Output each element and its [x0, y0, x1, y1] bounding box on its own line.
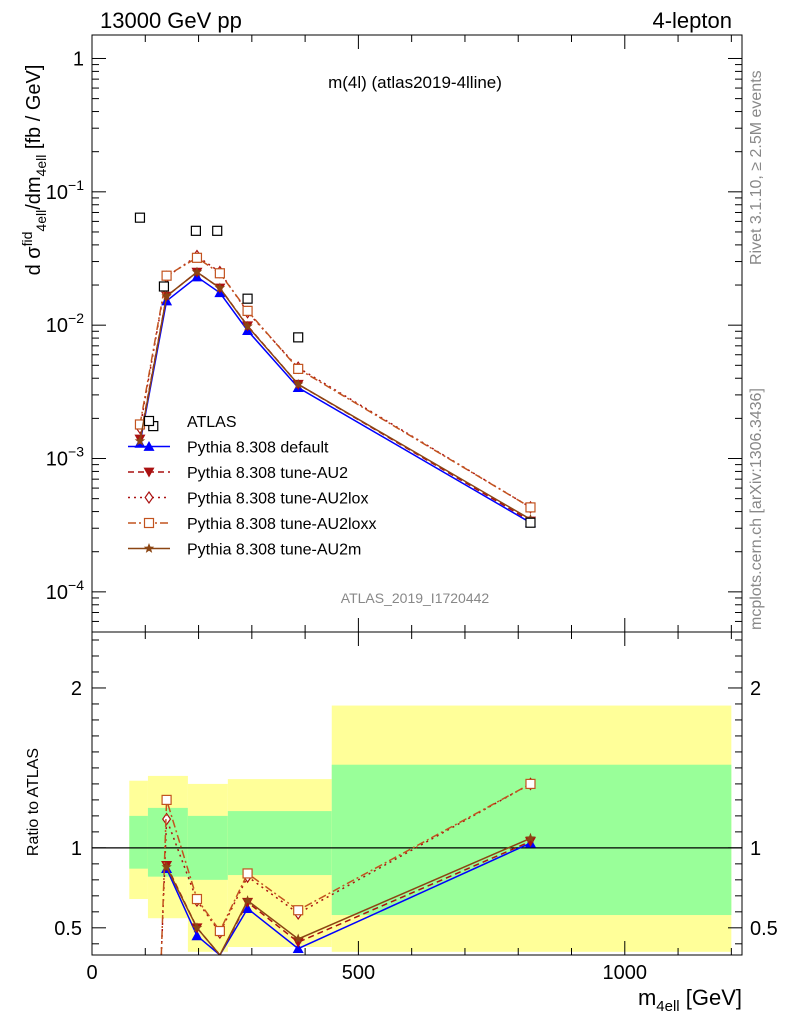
ylabel-main: d σfid​4ell​/dm4ell​ [fb / GeV]	[19, 65, 49, 276]
ratio-point-au2m	[293, 933, 304, 944]
ylabel-ratio: Ratio to ATLAS	[25, 748, 42, 856]
xlabel: m4ell [GeV]	[638, 985, 742, 1015]
ratio-frame	[91, 631, 743, 956]
point-au2m	[293, 378, 304, 389]
data-point	[525, 517, 536, 528]
axes: 1 10−1 10−2 10−3 10−4 0.5 0.5 1 1 2 2 0 500 1000	[46, 34, 778, 984]
point-au2m	[161, 290, 172, 301]
data-point	[212, 225, 223, 236]
point-au2loxx	[191, 252, 203, 263]
rivet-label: Rivet 3.1.10, ≥ 2.5M events	[748, 70, 765, 265]
legend-marker-atlas	[143, 415, 155, 427]
legend-marker-au2loxx	[143, 517, 155, 529]
point-au2loxx	[161, 270, 172, 281]
ratio-point-au2loxx	[242, 868, 253, 879]
ratio-y-tick-label: 1	[71, 838, 82, 860]
header-left: 13000 GeV pp	[100, 8, 242, 33]
point-au2m	[191, 266, 203, 277]
analysis-id: ATLAS_2019_I1720442	[341, 590, 490, 606]
ratio-point-au2loxx	[214, 925, 225, 937]
ratio-point-au2	[292, 937, 304, 948]
x-tick-label: 0	[86, 962, 97, 984]
ratio-y-tick-label: 0.5	[54, 918, 82, 940]
ratio-point-au2loxx	[525, 778, 536, 790]
legend-label-au2: Pythia 8.308 tune-AU2	[187, 465, 348, 482]
point-au2loxx	[242, 305, 253, 316]
ratio-line-au2m	[165, 837, 531, 955]
point-au2m	[134, 435, 146, 446]
legend: ATLAS Pythia 8.308 default Pythia 8.308 tu…	[128, 414, 376, 559]
y-tick-label: 10−3	[46, 444, 84, 471]
main-series	[134, 212, 536, 528]
data-point	[158, 281, 170, 292]
data-point	[242, 293, 253, 304]
x-tick-label: 1000	[603, 962, 648, 984]
ratio-point-au2m	[161, 861, 172, 872]
ratio-point-au2loxx	[191, 893, 203, 905]
legend-marker-au2	[143, 467, 155, 478]
ratio-point-default	[292, 943, 304, 954]
ratio-point-au2lox	[162, 812, 172, 826]
y-tick-label: 10−2	[46, 310, 84, 337]
ratio-point-au2m	[191, 922, 203, 933]
legend-label-au2loxx: Pythia 8.308 tune-AU2loxx	[187, 516, 376, 533]
data-point	[190, 225, 201, 236]
legend-marker-default	[143, 441, 155, 451]
legend-marker-au2lox	[144, 490, 154, 505]
y-tick-label: 10−1	[46, 177, 84, 204]
ratio-point-au2m	[525, 832, 536, 843]
band-inner	[129, 815, 148, 869]
legend-label-atlas: ATLAS	[187, 414, 237, 431]
legend-marker-au2m	[143, 543, 155, 553]
ratio-y-tick-label-right: 2	[750, 678, 761, 700]
legend-label-au2m: Pythia 8.308 tune-AU2m	[187, 542, 361, 559]
point-au2m	[214, 282, 226, 293]
ratio-point-default	[191, 930, 203, 941]
ratio-point-au2loxx	[293, 905, 304, 916]
point-au2m	[242, 320, 253, 331]
ratio-series	[160, 777, 536, 955]
point-au2loxx	[525, 502, 536, 513]
legend-label-au2lox: Pythia 8.308 tune-AU2lox	[187, 491, 368, 508]
ratio-y-tick-label-right: 0.5	[750, 918, 778, 940]
ratio-y-tick-label: 2	[71, 678, 82, 700]
x-tick-label: 500	[342, 962, 375, 984]
y-tick-label: 10−4	[46, 577, 84, 604]
ratio-y-tick-label-right: 1	[750, 838, 761, 860]
plot-title: m(4l) (atlas2019-4lline)	[328, 73, 502, 92]
ratio-point-au2loxx	[161, 794, 172, 805]
line-au2m	[139, 271, 531, 520]
point-au2loxx	[214, 268, 225, 279]
header-right: 4-lepton	[652, 8, 732, 33]
data-point	[134, 212, 146, 223]
ratio-point-default	[242, 903, 254, 914]
mcplots-label: mcplots.cern.ch [arXiv:1306.3436]	[748, 388, 765, 630]
legend-label-default: Pythia 8.308 default	[187, 440, 329, 457]
line-au2	[139, 271, 531, 522]
band-inner	[227, 811, 332, 876]
ratio-line-default	[165, 842, 531, 955]
point-au2loxx	[293, 363, 304, 374]
ratio-uncertainty-bands	[92, 705, 742, 952]
ratio-point-au2m	[242, 895, 253, 906]
y-tick-label: 1	[73, 48, 84, 70]
data-point	[293, 332, 304, 343]
